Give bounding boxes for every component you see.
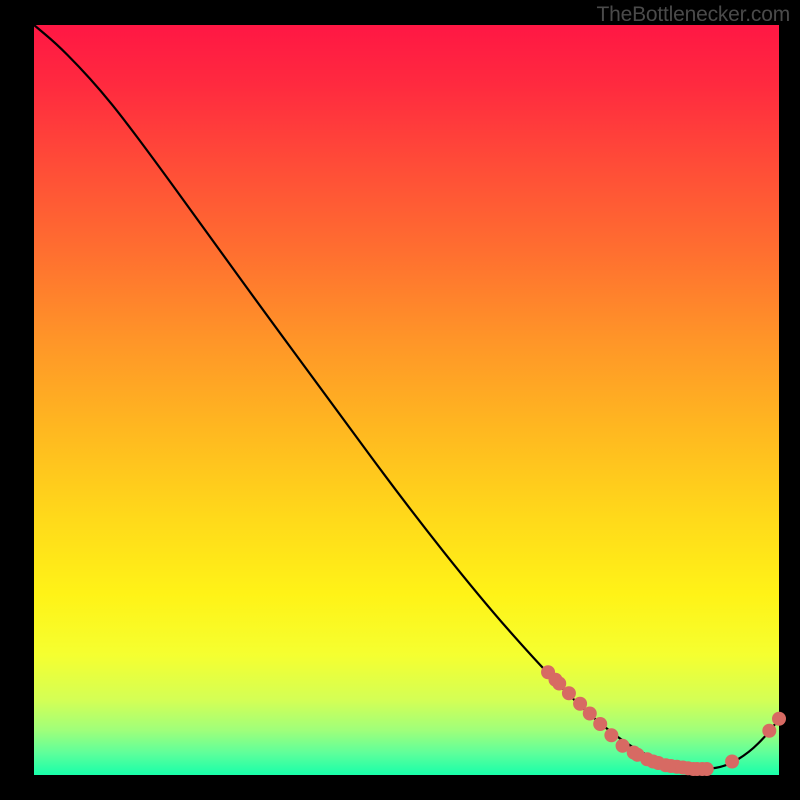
bottleneck-chart: [0, 0, 800, 800]
watermark-text: TheBottlenecker.com: [597, 3, 790, 27]
chart-container: TheBottlenecker.com: [0, 0, 800, 800]
